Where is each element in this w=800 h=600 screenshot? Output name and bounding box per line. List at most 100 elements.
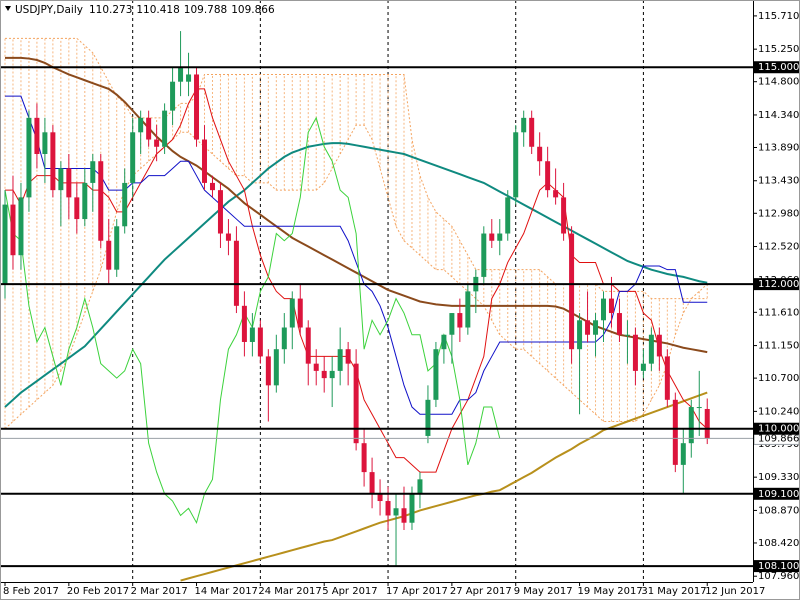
x-tick-label: 17 Apr 2017 [386,586,448,597]
level-label: 110.000 [758,424,799,435]
candle-body [680,443,686,465]
candle-body [26,117,32,198]
candle-body [385,501,391,516]
candle-body [369,472,375,494]
level-label: 109.100 [758,489,799,500]
candle-body [162,110,168,147]
candle-body [601,298,606,321]
candle-body [640,363,646,371]
y-tick-label: 114.800 [758,77,799,88]
x-tick-label: 20 Feb 2017 [67,586,129,597]
candle-body [497,233,503,241]
x-tick-label: 19 May 2017 [578,586,643,597]
candle-body [481,233,487,277]
candle-body [313,363,319,371]
candle-body [321,370,327,379]
candle-body [577,320,583,350]
candle-body [90,161,96,183]
x-tick-label: 24 Mar 2017 [258,586,321,597]
candle-body [329,370,335,379]
candle-body [433,349,439,400]
candle-body [441,334,447,350]
candle-body [281,327,287,350]
candle-body [545,161,551,191]
close-price: 109.866 [231,4,275,16]
candle-body [241,305,247,342]
plot-area [0,0,753,582]
candle-body [688,407,694,444]
candle-body [58,168,64,191]
x-tick-label: 5 Apr 2017 [322,586,377,597]
candle-body [10,204,16,256]
y-tick-label: 113.890 [758,142,799,153]
candle-body [616,313,622,335]
candle-body [457,313,463,328]
candle-body [154,139,160,147]
candle-body [273,349,279,386]
y-tick-label: 107.960 [758,571,799,582]
candle-body [393,508,399,516]
candle-body [2,204,8,285]
candle-body [537,146,543,162]
candle-body [345,349,351,364]
candle-body [361,443,367,473]
level-box [754,422,799,435]
candle-body [98,161,104,241]
candle-body [585,320,591,335]
chart-header: USDJPY,Daily 110.273 110.418 109.788 109.866 [15,4,275,16]
y-tick-label: 108.870 [758,505,799,516]
candle-body [202,139,207,183]
candle-body [122,182,128,227]
high-price: 110.418 [136,4,179,16]
level-box [754,278,799,291]
candle-body [664,356,670,400]
candle-body [34,117,40,154]
candle-body [553,190,559,198]
candle-body [353,363,359,444]
y-tick-label: 111.610 [758,307,799,318]
candle-body [146,117,152,140]
open-price: 110.273 [89,4,132,16]
level-label: 112.000 [758,279,799,290]
y-tick-label: 108.420 [758,538,799,549]
candle-body [704,408,710,439]
axis-area: 115.710 115.250 114.800 114.340 113.890 113.4… [3,11,800,597]
candle-body [18,197,24,256]
candle-body [50,132,56,191]
x-tick-label: 9 May 2017 [514,586,573,597]
candle-body [217,190,223,234]
y-tick-label: 112.980 [758,208,799,219]
level-box [754,61,799,74]
candle-body [401,508,407,523]
candle-body [186,74,192,82]
candle-body [297,298,303,328]
candle-body [696,407,702,409]
menu-arrow[interactable] [5,6,11,11]
symbol: USDJPY,Daily [15,4,83,16]
candle-body [656,334,662,357]
candle-body [82,182,88,220]
candle-body [489,233,495,241]
y-tick-label: 115.250 [758,44,799,55]
candle-body [42,132,48,154]
candle-body [138,117,144,133]
candle-body [608,298,614,314]
y-tick-label: 110.700 [758,373,799,384]
level-label: 108.100 [758,561,799,572]
candle-body [178,67,184,82]
level-box [754,487,799,500]
x-tick-label: 31 May 2017 [641,586,706,597]
y-tick-label: 109.330 [758,472,799,483]
last-price-label: 109.866 [758,433,799,444]
candle-body [409,493,415,523]
x-tick-label: 14 Mar 2017 [195,586,258,597]
y-tick-label: 115.710 [758,11,799,22]
candle-body [130,132,136,183]
candle-body [425,399,431,436]
candle-body [449,313,455,335]
y-tick-label: 110.240 [758,406,799,417]
level-box [754,560,799,573]
